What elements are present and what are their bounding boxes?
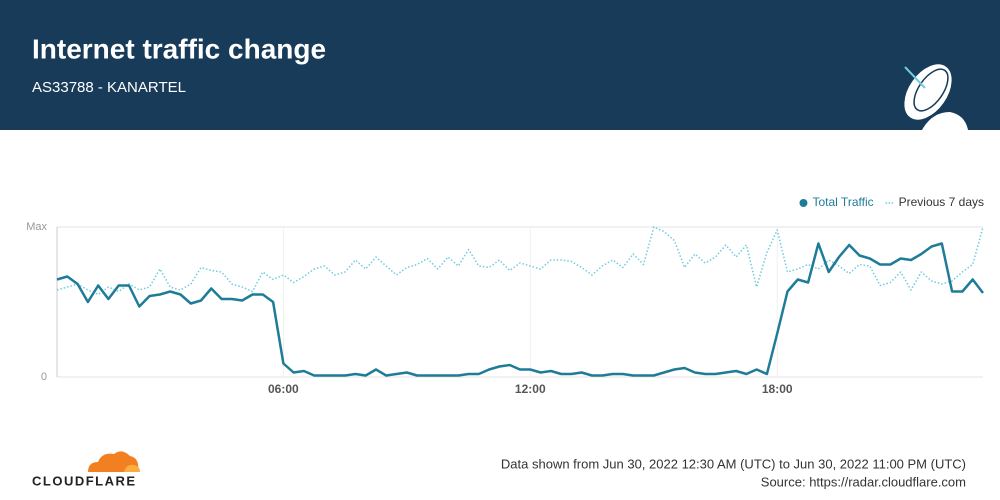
chart-subtitle: AS33788 - KANARTEL — [32, 79, 186, 96]
chart-title: Internet traffic change — [32, 33, 326, 64]
series-line — [56, 226, 984, 296]
y-tick-label: Max — [26, 221, 47, 233]
series-line — [56, 242, 984, 377]
legend-label: Previous 7 days — [899, 195, 984, 209]
date-range: Data shown from Jun 30, 2022 12:30 AM (U… — [501, 456, 966, 471]
x-tick-label: 12:00 — [515, 382, 546, 396]
cloudflare-logo: CLOUDFLARE — [32, 451, 140, 488]
satellite-icon — [902, 62, 968, 130]
x-tick-label: 18:00 — [762, 382, 793, 396]
legend-label: Total Traffic — [812, 195, 873, 209]
y-tick-label: 0 — [41, 371, 47, 383]
logo-text: CLOUDFLARE — [32, 473, 137, 488]
header — [0, 0, 1000, 130]
source: Source: https://radar.cloudflare.com — [761, 474, 966, 489]
x-tick-label: 06:00 — [268, 382, 299, 396]
legend-marker — [799, 199, 808, 207]
